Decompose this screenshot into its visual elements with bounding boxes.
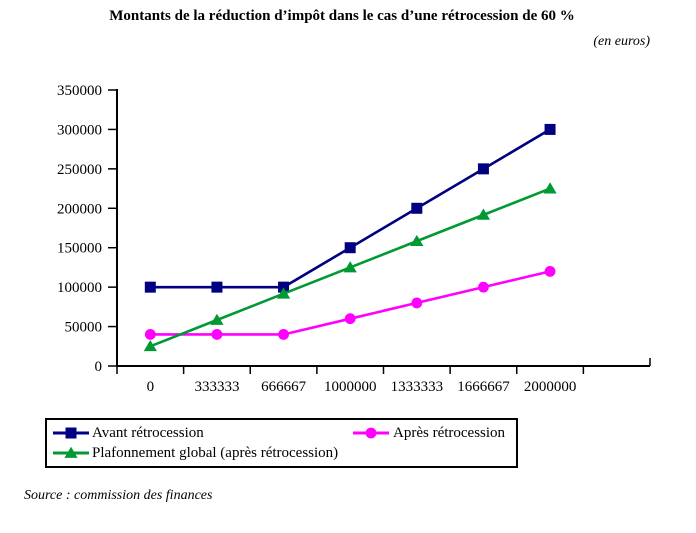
triangle-marker	[476, 208, 491, 220]
legend-marker-triangle-icon	[53, 446, 89, 458]
legend-label-plafonnement-global: Plafonnement global (après rétrocession)	[92, 445, 339, 461]
square-marker	[278, 281, 290, 293]
y-tick-label: 200000	[57, 201, 102, 217]
x-tick-label: 1333333	[391, 379, 444, 395]
y-tick-label: 50000	[65, 320, 103, 336]
y-tick-label: 0	[95, 359, 103, 375]
legend-label-avant-retrocession: Avant rétrocession	[92, 425, 204, 441]
square-marker	[477, 163, 489, 175]
chart-canvas: 0 50000 100000 150000 200000 250000 300000 3500…	[57, 83, 651, 395]
triangle-marker	[276, 287, 291, 299]
series-0	[144, 123, 556, 293]
legend-sample-plafonnement-global	[52, 446, 90, 460]
axes: 0 50000 100000 150000 200000 250000 300000 3500…	[57, 83, 651, 395]
legend-sample-avant-retrocession	[52, 426, 90, 440]
legend-box: Avant rétrocession Après rétrocession Pl…	[45, 418, 518, 468]
triangle-marker	[64, 446, 78, 458]
unit-note: (en euros)	[593, 34, 650, 49]
square-marker	[411, 202, 423, 214]
circle-marker	[478, 281, 489, 293]
triangle-marker	[543, 182, 557, 194]
circle-marker	[411, 297, 423, 309]
y-tick-label: 150000	[57, 241, 102, 257]
y-tick-label: 350000	[57, 83, 102, 99]
circle-marker	[365, 427, 377, 439]
legend-marker-circle-icon	[353, 427, 389, 439]
square-marker	[144, 281, 156, 293]
y-tick-label: 300000	[57, 122, 102, 138]
square-marker	[65, 427, 77, 439]
square-marker	[211, 281, 223, 293]
circle-marker	[278, 329, 289, 340]
circle-marker	[144, 329, 156, 340]
triangle-marker	[343, 261, 357, 273]
x-tick-label: 0	[147, 379, 155, 395]
triangle-marker	[410, 234, 424, 247]
series-line	[150, 270, 551, 336]
y-tick-label: 250000	[57, 162, 102, 178]
x-tick-label: 1000000	[324, 379, 377, 395]
chart-title: Montants de la réduction d’impôt dans le…	[109, 8, 575, 24]
triangle-marker	[210, 313, 224, 325]
x-tick-label: 1666667	[457, 379, 510, 395]
circle-marker	[344, 313, 356, 325]
square-marker	[344, 242, 356, 254]
source-note: Source : commission des finances	[24, 488, 213, 503]
series-2	[143, 182, 557, 352]
circle-marker	[544, 265, 556, 277]
square-marker	[544, 123, 556, 135]
x-tick-label: 666667	[261, 379, 307, 395]
legend-label-apres-retrocession: Après rétrocession	[393, 425, 506, 441]
triangle-marker	[143, 339, 157, 352]
y-tick-label: 100000	[57, 280, 102, 296]
x-tick-label: 333333	[194, 379, 239, 395]
legend-sample-apres-retrocession	[352, 426, 390, 440]
legend-marker-square-icon	[53, 427, 89, 439]
circle-marker	[211, 329, 223, 340]
x-tick-label: 2000000	[524, 379, 577, 395]
series-1	[144, 265, 556, 340]
